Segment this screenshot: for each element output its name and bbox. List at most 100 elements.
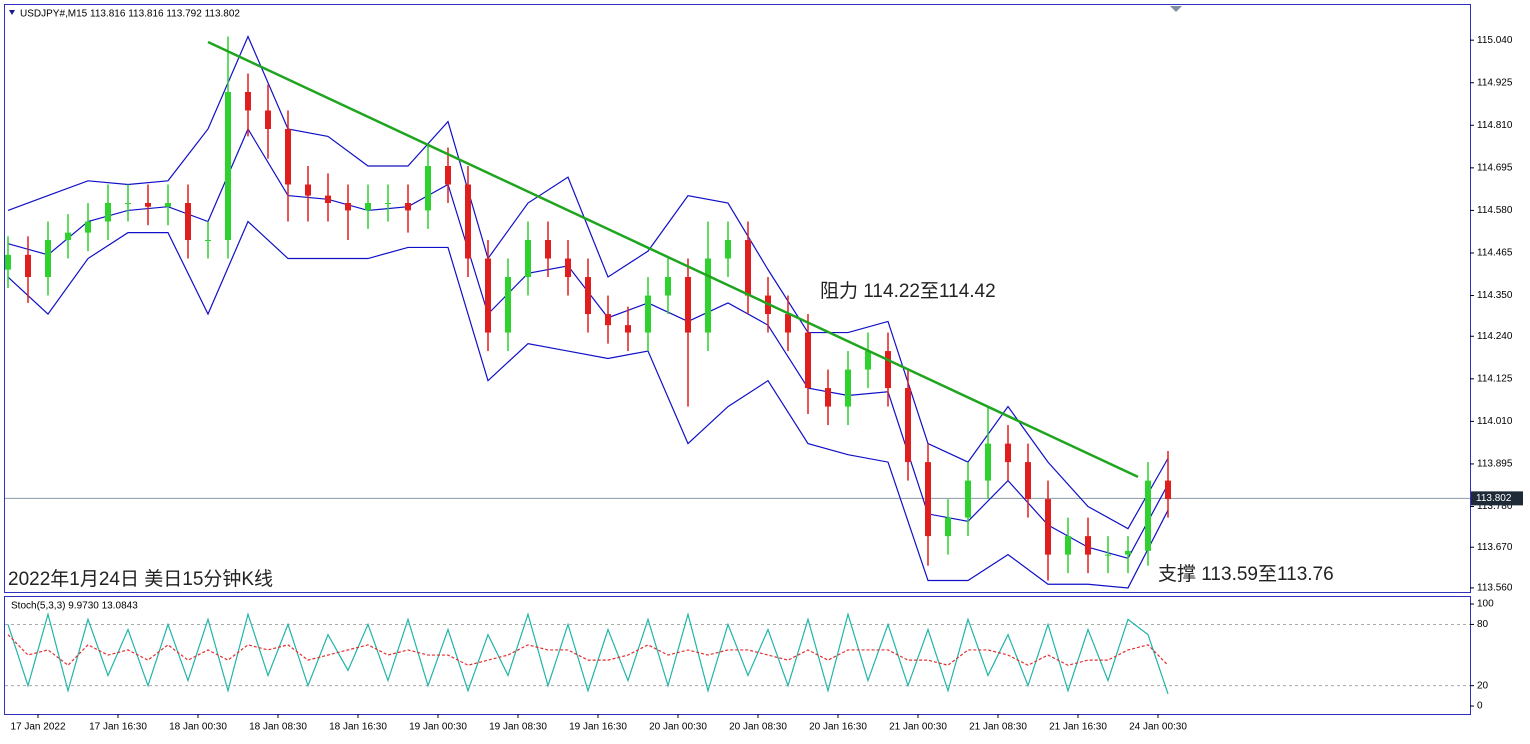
x-tick-label: 17 Jan 2022 (10, 722, 65, 733)
candle-body (5, 254, 11, 270)
y-tick-label: 113.895 (1477, 459, 1513, 470)
y-tick-label: 114.240 (1477, 331, 1513, 342)
y-tick-label: 114.465 (1477, 248, 1513, 259)
trendline (207, 40, 1139, 479)
x-tick-label: 18 Jan 16:30 (329, 722, 387, 733)
x-tick-label: 18 Jan 08:30 (249, 722, 307, 733)
candle-body (945, 517, 951, 537)
y-tick-label: 114.925 (1477, 77, 1513, 88)
candle-body (445, 165, 451, 185)
candle-body (185, 203, 191, 241)
stoch-title: Stoch(5,3,3) 9.9730 13.0843 (11, 601, 138, 612)
candle-body (45, 240, 51, 278)
x-tick-label: 24 Jan 00:30 (1129, 722, 1187, 733)
candle-body (965, 480, 971, 518)
stoch-y-tick-label: 20 (1477, 680, 1489, 691)
candle-body (925, 462, 931, 537)
candle-body (125, 203, 131, 205)
x-tick-label: 20 Jan 00:30 (649, 722, 707, 733)
stoch-signal (7, 634, 1169, 667)
y-tick-label: 114.350 (1477, 290, 1513, 301)
stoch-y-tick-label: 0 (1477, 701, 1483, 712)
price-plot (5, 34, 1470, 589)
x-tick-label: 20 Jan 08:30 (729, 722, 787, 733)
candle-body (505, 277, 511, 333)
x-tick-label: 21 Jan 08:30 (969, 722, 1027, 733)
y-tick-label: 113.560 (1477, 583, 1513, 594)
candle-body (105, 203, 111, 222)
stoch-y-tick-label: 80 (1477, 619, 1489, 630)
candle-body (385, 203, 391, 205)
candle-body (845, 369, 851, 407)
x-tick-label: 18 Jan 00:30 (169, 722, 227, 733)
candle-body (85, 221, 91, 233)
candle-body (1165, 480, 1171, 500)
candle-body (365, 203, 371, 211)
x-tick-label: 21 Jan 00:30 (889, 722, 947, 733)
candle-body (1105, 554, 1111, 556)
candle-body (1025, 462, 1031, 500)
candle-body (1005, 443, 1011, 463)
x-tick-label: 20 Jan 16:30 (809, 722, 867, 733)
candle-body (705, 258, 711, 333)
candle-body (1045, 499, 1051, 555)
stoch-frame (4, 596, 1471, 715)
candle-body (245, 91, 251, 111)
current-price-label: 113.802 (1476, 493, 1512, 504)
x-tick-label: 19 Jan 16:30 (569, 722, 627, 733)
x-tick-label: 21 Jan 16:30 (1049, 722, 1107, 733)
candle-body (465, 184, 471, 259)
candle-body (885, 351, 891, 389)
candle-body (545, 240, 551, 259)
stoch-y-tick-label: 100 (1477, 599, 1494, 610)
y-tick-label: 114.695 (1477, 162, 1513, 173)
current-price-box (1471, 491, 1523, 506)
candle-body (745, 240, 751, 296)
candle-body (345, 203, 351, 211)
x-tick-label: 17 Jan 16:30 (89, 722, 147, 733)
candle-body (685, 277, 691, 333)
candle-body (665, 277, 671, 296)
stoch-plot (5, 611, 1470, 694)
candle-body (865, 351, 871, 370)
candle-body (425, 165, 431, 211)
candle-body (325, 195, 331, 204)
bollinger-upper (7, 34, 1169, 530)
candle-body (565, 258, 571, 278)
candle-body (205, 240, 211, 242)
chart-title: USDJPY#,M15 113.816 113.816 113.792 113.… (20, 9, 240, 20)
candle-body (145, 203, 151, 207)
candle-body (265, 110, 271, 129)
candle-body (805, 332, 811, 389)
y-tick-label: 113.670 (1477, 542, 1513, 553)
candle-body (725, 240, 731, 259)
y-tick-label: 115.040 (1477, 35, 1513, 46)
stoch-main (7, 611, 1169, 694)
shift-marker (1170, 6, 1182, 12)
support-annotation: 支撑 113.59至113.76 (1158, 563, 1334, 585)
candle-body (605, 314, 611, 326)
candle-body (1145, 480, 1151, 551)
candle-body (305, 184, 311, 196)
y-tick-label: 114.810 (1477, 120, 1513, 131)
candle-body (825, 388, 831, 407)
candle-body (1125, 550, 1131, 555)
main-frame (4, 4, 1471, 593)
candle-body (525, 240, 531, 278)
candle-body (65, 232, 71, 241)
candle-body (1065, 536, 1071, 555)
menu-arrow[interactable] (9, 10, 15, 15)
candle-body (625, 325, 631, 333)
y-tick-label: 113.780 (1477, 501, 1513, 512)
y-tick-label: 114.580 (1477, 205, 1513, 216)
y-tick-label: 114.010 (1477, 416, 1513, 427)
candle-body (25, 254, 31, 278)
candle-body (405, 203, 411, 211)
candle-body (225, 91, 231, 241)
candle-body (905, 388, 911, 463)
candle-body (645, 295, 651, 333)
candle-body (285, 128, 291, 185)
candle-body (585, 277, 591, 315)
